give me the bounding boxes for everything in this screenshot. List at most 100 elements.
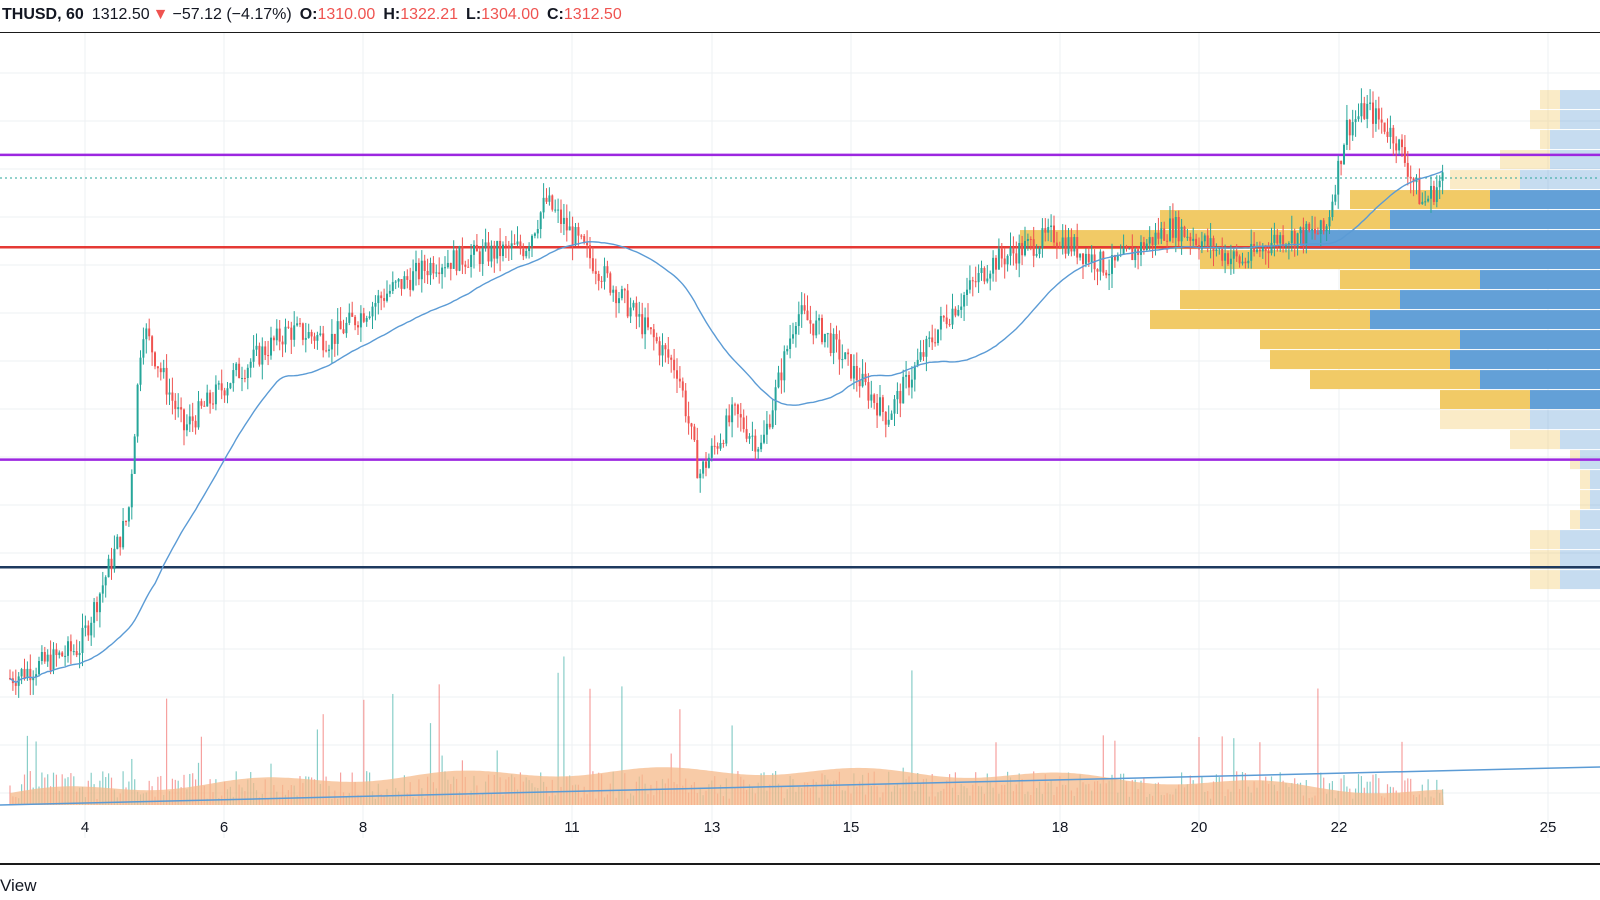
candle-body [232, 370, 235, 384]
candle-body [832, 333, 835, 354]
candle-body [449, 262, 452, 269]
candle-body [475, 244, 478, 252]
symbol-label[interactable]: THUSD, 60 [2, 6, 84, 23]
candle-body [971, 280, 974, 282]
candle-body [1125, 247, 1128, 249]
candle-body [1369, 102, 1372, 104]
vp-sell-bar [1590, 470, 1600, 490]
candle-body [658, 341, 661, 356]
candle-body [722, 443, 725, 445]
candle-body [1386, 131, 1389, 137]
change-arrow-icon: ▼ [152, 6, 169, 23]
candle-body [345, 322, 348, 334]
candle-body [220, 383, 223, 391]
candle-body [93, 602, 96, 623]
candle-body [1427, 198, 1430, 202]
candle-body [589, 245, 591, 259]
view-menu[interactable]: View [0, 876, 37, 895]
vp-sell-bar [1550, 130, 1600, 150]
candle-body [1105, 272, 1108, 276]
candle-body [104, 577, 107, 586]
candle-body [293, 325, 296, 340]
candle-body [487, 242, 490, 262]
volume-bar [1221, 736, 1223, 805]
candle-body [212, 403, 214, 405]
candle-body [797, 314, 800, 326]
candle-body [258, 345, 261, 365]
candle-body [696, 440, 699, 479]
candle-body [1322, 220, 1325, 232]
candle-body [96, 602, 98, 613]
vp-sell-bar [1370, 310, 1600, 330]
vp-sell-bar [1480, 370, 1600, 390]
candle-body [629, 307, 632, 317]
candle-body [1151, 237, 1154, 246]
candle-body [371, 306, 374, 317]
candle-body [542, 197, 545, 213]
candle-body [1241, 261, 1244, 264]
candle-body [997, 248, 1000, 270]
x-axis: 4 6 8 11 13 15 18 20 22 25 [81, 819, 1557, 836]
candle-body [1032, 239, 1035, 256]
candle-body [736, 404, 739, 415]
candle-body [548, 195, 551, 202]
candle-body [154, 352, 156, 367]
horizontal-levels[interactable] [0, 153, 1600, 569]
candle-body [719, 443, 722, 449]
candle-body [1026, 239, 1029, 241]
candle-body [136, 384, 139, 437]
candle-body [1154, 232, 1157, 246]
candle-body [1290, 230, 1293, 244]
vp-sell-bar [1300, 230, 1600, 250]
candle-body [763, 434, 765, 443]
vp-buy-bar [1580, 490, 1590, 510]
candle-body [1099, 251, 1102, 272]
vp-buy-bar [1450, 170, 1520, 190]
candle-body [412, 271, 415, 290]
candle-body [1235, 251, 1238, 257]
candle-body [380, 295, 383, 299]
x-tick-label: 4 [81, 819, 89, 836]
candle-body [1377, 108, 1380, 120]
candle-body [1406, 162, 1409, 177]
candle-body [278, 328, 281, 342]
candle-body [162, 367, 165, 373]
candle-body [609, 273, 612, 293]
candle-body [713, 445, 716, 447]
candle-body [1285, 245, 1287, 248]
candle-body [275, 328, 278, 341]
candle-body [876, 402, 879, 416]
vp-buy-bar [1440, 390, 1530, 410]
candle-body [1171, 218, 1174, 238]
candle-body [1395, 143, 1398, 151]
candle-body [873, 394, 876, 403]
volume-bar [1360, 776, 1362, 805]
last-price: 1312.50 [91, 6, 150, 23]
candle-body [1293, 230, 1296, 248]
candle-body [748, 436, 751, 439]
candle-body [1050, 225, 1053, 228]
candle-body [328, 349, 330, 351]
candle-body [1113, 255, 1116, 261]
volume-bar [429, 723, 432, 805]
vp-buy-bar [1580, 470, 1590, 490]
candle-body [191, 416, 194, 421]
candle-body [351, 312, 354, 317]
candle-body [1357, 116, 1360, 120]
candle-body [1064, 237, 1067, 254]
candle-body [432, 262, 435, 274]
low-value: 1304.00 [481, 6, 539, 23]
candle-body [478, 251, 481, 265]
volume-bar [1375, 773, 1377, 805]
candle-body [1131, 248, 1134, 261]
volume-bar [131, 758, 133, 805]
candle-body [243, 377, 246, 379]
vp-sell-bar [1560, 570, 1600, 590]
candle-body [690, 423, 693, 427]
candle-body [249, 361, 252, 368]
candle-body [760, 442, 763, 450]
candle-body [1047, 227, 1050, 233]
price-chart[interactable]: 4 6 8 11 13 15 18 20 22 25 [0, 33, 1600, 863]
candle-body [1134, 249, 1137, 261]
candle-body [348, 312, 351, 323]
